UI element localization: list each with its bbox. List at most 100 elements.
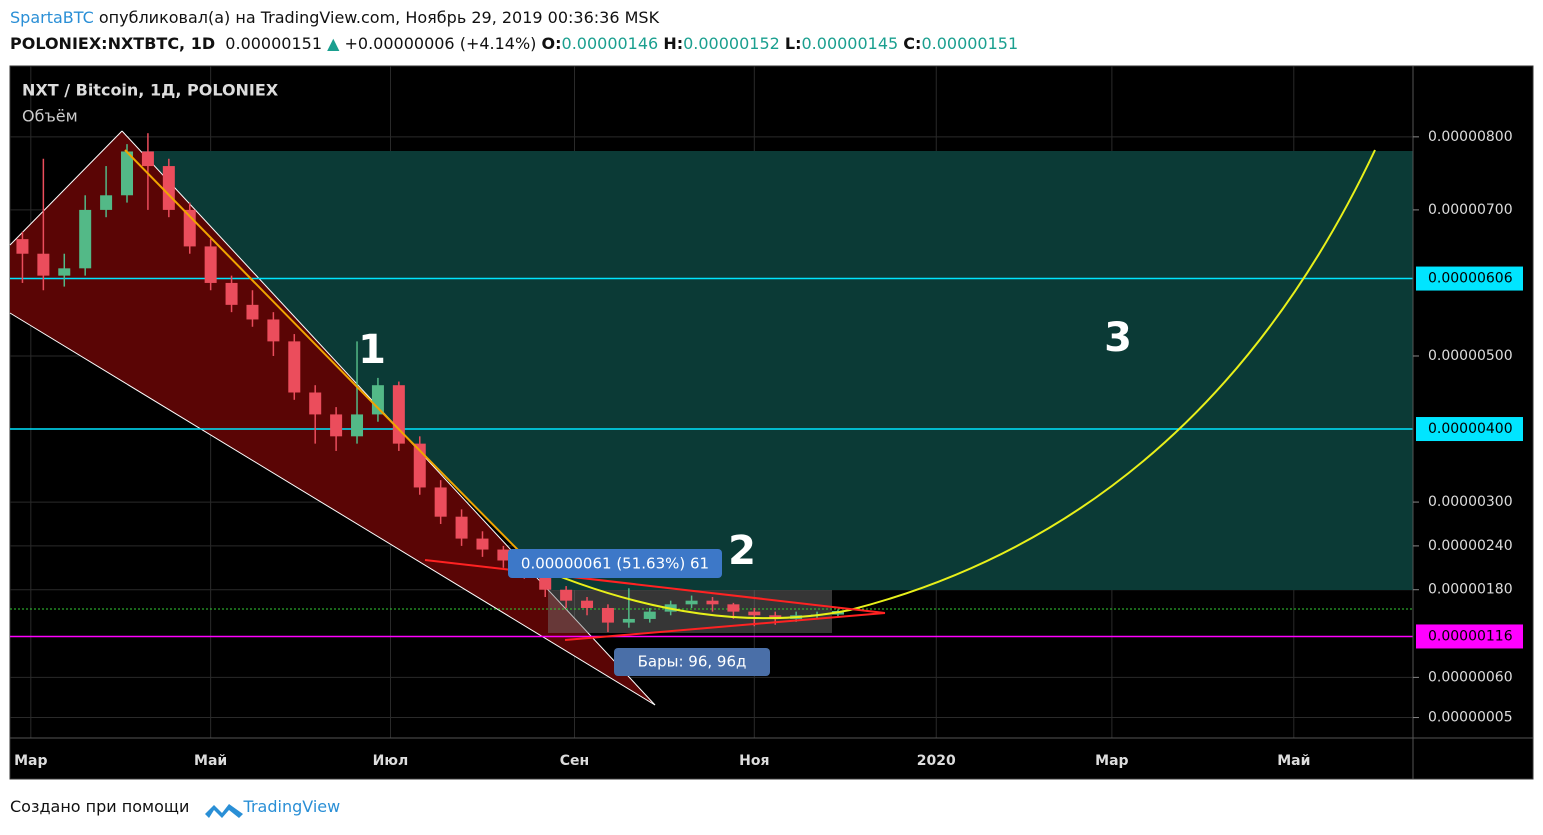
measure-label: 0.00000061 (51.63%) 61	[521, 555, 709, 573]
measure-label-box	[508, 549, 722, 578]
author[interactable]: SpartaBTC	[10, 8, 94, 27]
x-tick-label: Июл	[373, 753, 409, 769]
x-tick-label: Сен	[560, 753, 589, 769]
price-label-box	[1416, 417, 1523, 442]
ohlc-key: L:	[784, 34, 802, 53]
candle-body	[664, 604, 677, 612]
candle-body	[309, 392, 322, 415]
candle-body	[643, 611, 656, 619]
chart-title: NXT / Bitcoin, 1Д, POLONIEX	[22, 81, 279, 100]
candle-body	[601, 607, 614, 623]
cup-curve	[519, 149, 1376, 620]
candle-body	[560, 589, 573, 601]
candle-body	[16, 239, 29, 254]
x-tick-label: Мар	[1095, 753, 1128, 769]
price-label: 0.00000116	[1428, 628, 1513, 644]
footer-text: Создано при помощи	[10, 797, 190, 816]
y-tick-label: 0.00000240	[1428, 538, 1513, 554]
candle-body	[37, 253, 50, 276]
annotation: 3	[1104, 315, 1132, 361]
candle-body	[727, 604, 740, 612]
candle-body	[790, 615, 803, 619]
x-tick-label: Ноя	[739, 753, 769, 769]
candle-body	[246, 304, 259, 320]
bars-label: Бары: 96, 96д	[638, 653, 747, 671]
candle-body	[58, 268, 71, 276]
price-label: 0.00000606	[1428, 271, 1513, 287]
y-tick-label: 0.00000005	[1428, 710, 1513, 726]
y-tick-label: 0.00000800	[1428, 129, 1513, 145]
ohlc-key: H:	[663, 34, 684, 53]
candle-body	[204, 246, 217, 283]
annotation: 1	[358, 327, 386, 373]
triangle-line	[564, 612, 886, 641]
y-tick-label: 0.00000060	[1428, 669, 1513, 685]
x-tick-label: 2020	[917, 753, 956, 769]
candle-body	[748, 611, 761, 616]
bars-label-box	[614, 648, 770, 676]
candle-body	[539, 571, 552, 590]
last-price: 0.00000151	[225, 34, 322, 53]
channel-fill	[10, 131, 655, 705]
symbol-line: POLONIEX:NXTBTC, 1D 0.00000151 ▲ +0.0000…	[10, 34, 1018, 53]
chart-panel	[9, 65, 1534, 780]
ohlc-key: O:	[541, 34, 562, 53]
axes: Мар Май Июл Сен Ноя 2020 Мар Май 0.00000800 0.000…	[14, 129, 1523, 769]
candle-body	[706, 600, 719, 605]
arc-curve	[124, 149, 521, 553]
candle-body	[288, 341, 301, 393]
candle-body	[685, 600, 698, 605]
y-tick-label: 0.00000300	[1428, 494, 1513, 510]
candle-body	[371, 385, 384, 415]
channel-upper-fill	[122, 131, 655, 705]
candle-body	[413, 443, 426, 488]
arrow: ▲	[327, 34, 340, 53]
candle-body	[141, 151, 154, 167]
published: опубликовал(а) на TradingView.com, Ноябр…	[98, 8, 660, 27]
annotation: 2	[728, 528, 756, 574]
candle-body	[121, 151, 134, 196]
channel-line	[9, 130, 123, 246]
candle-body	[392, 385, 405, 444]
target-zone	[122, 151, 1413, 590]
y-tick-label: 0.00000700	[1428, 202, 1513, 218]
ohlc-key: C:	[903, 34, 922, 53]
triangle-line	[424, 559, 886, 614]
price-label-box	[1416, 266, 1523, 291]
candle-body	[811, 614, 824, 616]
candle-body	[455, 516, 468, 539]
candle-body	[518, 560, 531, 572]
candle-body	[476, 538, 489, 550]
footer: Создано при помощи TradingView	[10, 797, 340, 816]
candle-body	[622, 618, 635, 623]
ohlc-value: 0.00000145	[801, 34, 899, 53]
measure-box	[548, 590, 832, 633]
candle-body	[497, 549, 510, 561]
candles	[16, 133, 844, 633]
candle-body	[100, 195, 113, 210]
candle-body	[330, 414, 343, 437]
ohlc-value: 0.00000146	[561, 34, 659, 53]
price-label-box	[1416, 624, 1523, 649]
y-tick-label: 0.00000500	[1428, 348, 1513, 364]
candle-body	[225, 282, 238, 305]
channel-line	[9, 312, 656, 706]
ohlc-value: 0.00000152	[683, 34, 780, 53]
x-tick-label: Май	[194, 753, 227, 769]
brand[interactable]: TradingView	[243, 797, 341, 816]
candle-body	[831, 610, 844, 615]
change: +0.00000006 (+4.14%)	[344, 34, 537, 53]
candle-body	[267, 319, 280, 342]
candle-body	[769, 615, 782, 619]
x-tick-label: Май	[1277, 753, 1310, 769]
candle-body	[79, 209, 92, 269]
candle-body	[162, 166, 175, 210]
candle-body	[183, 209, 196, 247]
symbol: POLONIEX:NXTBTC, 1D	[10, 34, 216, 53]
publish-line: SpartaBTC опубликовал(а) на TradingView.…	[10, 8, 659, 27]
x-tick-label: Мар	[14, 753, 47, 769]
price-label: 0.00000400	[1428, 421, 1513, 437]
candle-body	[434, 487, 447, 517]
